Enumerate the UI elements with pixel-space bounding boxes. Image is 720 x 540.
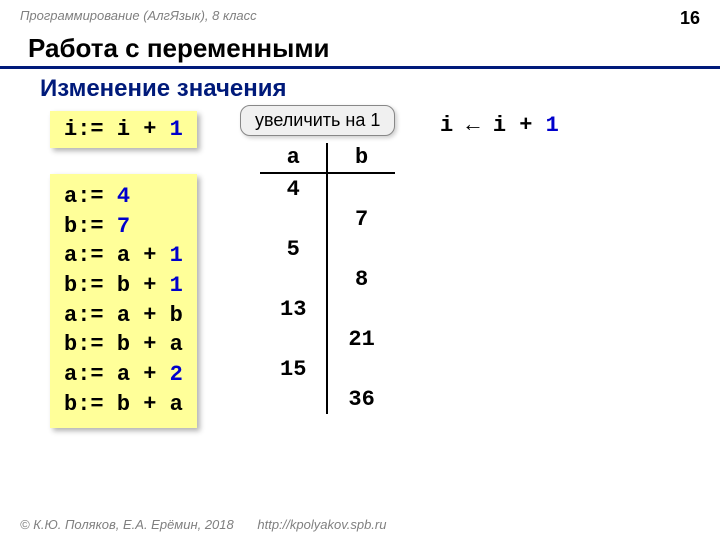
table-row: 21 xyxy=(260,324,395,354)
code-rhs: i + xyxy=(117,117,170,142)
code-line: b:= b + 1 xyxy=(64,271,183,301)
arrow-num: 1 xyxy=(546,113,559,138)
arrow-icon: ← xyxy=(466,113,492,138)
code-var: i xyxy=(64,117,77,142)
col-header-b: b xyxy=(327,143,394,173)
table-row: 8 xyxy=(260,264,395,294)
content: i:= i + 1 увеличить на 1 i ← i + 1 a:= 4… xyxy=(0,111,720,428)
table-row: 13 xyxy=(260,294,395,324)
table-row: 7 xyxy=(260,204,395,234)
code-op: := xyxy=(77,117,117,142)
code-line: a:= a + b xyxy=(64,301,183,331)
table-row: 15 xyxy=(260,354,395,384)
arrow-rhs: i + xyxy=(493,113,546,138)
page-number: 16 xyxy=(680,8,700,29)
code-line: a:= a + 1 xyxy=(64,241,183,271)
course-title: Программирование (АлгЯзык), 8 класс xyxy=(20,8,257,29)
page-title: Работа с переменными xyxy=(0,33,720,69)
copyright: © К.Ю. Поляков, Е.А. Ерёмин, 2018 xyxy=(20,517,234,532)
table-row: 5 xyxy=(260,234,395,264)
footer: © К.Ю. Поляков, Е.А. Ерёмин, 2018 http:/… xyxy=(20,517,386,532)
code-line: b:= b + a xyxy=(64,330,183,360)
tooltip-increment: увеличить на 1 xyxy=(240,105,395,136)
trace-table: a b 4 7 5 8 13 21 15 36 xyxy=(260,143,395,414)
code-line: a:= a + 2 xyxy=(64,360,183,390)
arrow-expression: i ← i + 1 xyxy=(440,113,559,138)
header: Программирование (АлгЯзык), 8 класс 16 xyxy=(0,0,720,33)
code-line: a:= 4 xyxy=(64,182,183,212)
example-increment: i:= i + 1 xyxy=(50,111,197,148)
table-row: 36 xyxy=(260,384,395,414)
arrow-lhs: i xyxy=(440,113,466,138)
code-num: 1 xyxy=(170,117,183,142)
code-line: b:= 7 xyxy=(64,212,183,242)
code-line: b:= b + a xyxy=(64,390,183,420)
code-block: a:= 4 b:= 7 a:= a + 1 b:= b + 1 a:= a + … xyxy=(50,174,197,428)
col-header-a: a xyxy=(260,143,327,173)
footer-link[interactable]: http://kpolyakov.spb.ru xyxy=(257,517,386,532)
table-row: 4 xyxy=(260,173,395,204)
